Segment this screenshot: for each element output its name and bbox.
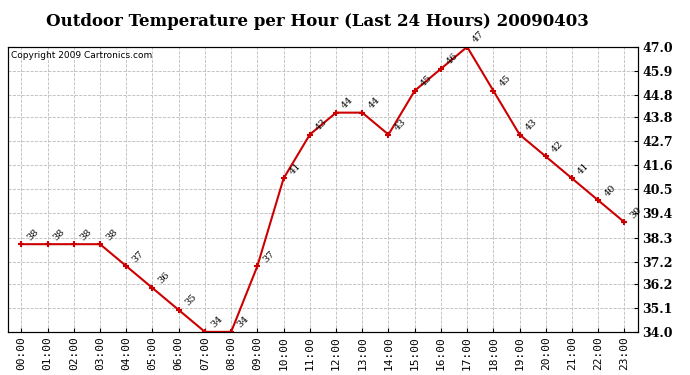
Text: 38: 38 xyxy=(78,227,93,242)
Text: 43: 43 xyxy=(393,117,408,132)
Text: 34: 34 xyxy=(235,315,250,330)
Text: Copyright 2009 Cartronics.com: Copyright 2009 Cartronics.com xyxy=(12,51,152,60)
Text: 43: 43 xyxy=(314,117,329,132)
Text: 37: 37 xyxy=(262,249,277,264)
Text: 35: 35 xyxy=(183,292,198,308)
Text: 34: 34 xyxy=(209,315,224,330)
Text: 38: 38 xyxy=(52,227,67,242)
Text: 47: 47 xyxy=(471,30,486,45)
Text: 38: 38 xyxy=(104,227,119,242)
Text: 45: 45 xyxy=(497,74,513,88)
Text: 37: 37 xyxy=(130,249,146,264)
Text: 40: 40 xyxy=(602,183,618,198)
Text: 39: 39 xyxy=(629,205,644,220)
Text: Outdoor Temperature per Hour (Last 24 Hours) 20090403: Outdoor Temperature per Hour (Last 24 Ho… xyxy=(46,13,589,30)
Text: 41: 41 xyxy=(576,161,591,176)
Text: 36: 36 xyxy=(157,271,172,286)
Text: 42: 42 xyxy=(550,139,565,154)
Text: 38: 38 xyxy=(26,227,41,242)
Text: 43: 43 xyxy=(524,117,539,132)
Text: 41: 41 xyxy=(288,161,303,176)
Text: 46: 46 xyxy=(445,51,460,67)
Text: 44: 44 xyxy=(340,95,355,111)
Text: 45: 45 xyxy=(419,74,434,88)
Text: 44: 44 xyxy=(366,95,382,111)
